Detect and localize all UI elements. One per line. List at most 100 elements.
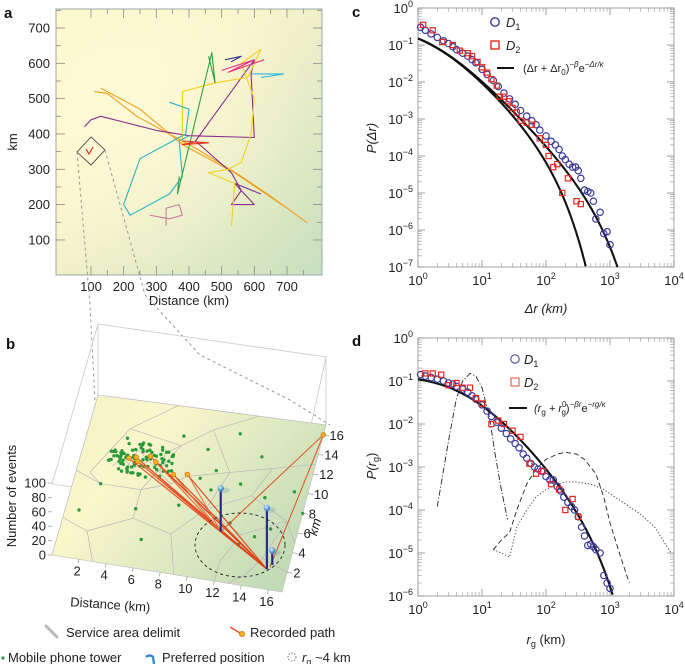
trajectory-red [181, 140, 210, 146]
service-area-delimit [130, 428, 182, 447]
x-tick-mark [267, 589, 269, 594]
data-point-D1 [416, 370, 425, 379]
panel-c-ylabel: P(Δr) [364, 123, 379, 153]
mobile-phone-tower [160, 445, 165, 450]
legend-d2-sub: 2 [515, 45, 520, 55]
service-area-delimit-icon [44, 624, 59, 639]
data-point-D2 [555, 486, 563, 493]
x-tick-label: 101 [472, 600, 491, 617]
data-point-D2 [559, 189, 566, 197]
y-tick-label: 10−6 [388, 587, 413, 604]
recorded-path-segment [269, 434, 324, 568]
data-point-D2 [509, 104, 516, 112]
mobile-phone-tower [109, 449, 114, 453]
x-tick-label-exp: 3 [615, 600, 620, 610]
panel-d-xlabel-sub: g [531, 639, 536, 649]
service-area-delimit [186, 472, 230, 477]
x-tick-label-exp: 4 [679, 271, 684, 281]
data-point-D2 [562, 506, 569, 514]
recorded-path-segment [186, 474, 268, 570]
panel-a-zoom-box [76, 136, 106, 166]
data-point-D2 [478, 64, 486, 71]
y-tick-mark [287, 572, 293, 574]
mobile-phone-tower [167, 450, 171, 454]
y-tick-label-exp: −5 [403, 184, 413, 194]
x-tick-mark [240, 585, 242, 590]
y-tick-label-exp: −4 [403, 501, 413, 511]
fit-d-part1: g [541, 408, 545, 417]
y-tick-label: 8 [309, 506, 316, 521]
service-area-delimit [205, 495, 252, 510]
mobile-phone-tower [148, 443, 153, 447]
data-point-D1 [506, 435, 515, 443]
preferred-position-pin [217, 485, 224, 492]
legend-label-d2: D2 [506, 38, 520, 55]
data-point-D1 [522, 112, 531, 120]
y-tick-label-base: 10 [388, 589, 402, 604]
data-point-D1 [500, 89, 508, 97]
y-tick-label-exp: −1 [403, 36, 413, 46]
legend-rg-r: r [302, 650, 307, 664]
legend-label-service-area: Service area delimit [66, 625, 181, 640]
y-tick-label: 10−1 [388, 372, 413, 389]
y-tick-label-base: 10 [388, 503, 402, 518]
legend-d2-text: D [506, 38, 515, 53]
preferred-position-pin [269, 547, 276, 554]
fit-c-part0: (Δr + Δr [523, 63, 562, 75]
data-point-D2 [453, 379, 460, 387]
panel-label-b: b [6, 336, 15, 353]
data-point-D2 [459, 384, 466, 391]
x-tick-mark [131, 567, 134, 572]
x-tick-label-exp: 1 [487, 271, 492, 281]
data-point-D2 [542, 141, 550, 149]
service-area-delimit [227, 575, 245, 584]
data-point-D2 [419, 21, 427, 29]
y-tick-label: 10−5 [388, 544, 413, 561]
mobile-phone-tower [238, 432, 242, 436]
mobile-phone-tower [166, 469, 171, 473]
y-tick-label-base: 10 [388, 260, 402, 275]
y-tick-label-exp: 0 [408, 0, 413, 9]
recorded-path-point [184, 471, 190, 478]
y-tick-label-base: 10 [388, 374, 402, 389]
service-area-delimit [181, 429, 214, 447]
panel-c-xlabel: Δr (km) [524, 301, 568, 316]
data-point-D1 [603, 227, 611, 236]
y-tick-label: 10−2 [388, 73, 413, 90]
mobile-phone-tower [106, 458, 111, 462]
mobile-phone-tower [161, 448, 165, 452]
fit-c-part5: −Δr/κ [585, 60, 605, 69]
service-area-delimit [132, 489, 142, 519]
service-area-delimits [62, 405, 316, 584]
y-tick-label: 16 [329, 428, 343, 443]
data-point-D1 [591, 215, 600, 223]
recorded-path-point [135, 458, 141, 465]
x-tick-label-base: 10 [600, 602, 614, 617]
data-point-D2 [422, 370, 429, 377]
data-point-D1 [433, 33, 442, 42]
fit-d-part5: ) [566, 403, 570, 415]
legend-d1-text: D [524, 352, 533, 367]
recorded-path-segment [129, 458, 222, 532]
service-area-delimit [240, 520, 287, 536]
trajectory-pink [149, 204, 183, 226]
service-area-delimit [286, 521, 296, 544]
panel-c-legend: D1 D2 (Δr + Δr0)−βe−Δr/κ [490, 15, 605, 77]
legend-label-fit-c: (Δr + Δr0)−βe−Δr/κ [523, 60, 605, 77]
legend-label-d2: D2 [524, 375, 538, 392]
y-tick-label: 100 [28, 232, 50, 247]
legend-d1-sub: 1 [515, 22, 520, 32]
x-tick-label-base: 10 [472, 273, 486, 288]
data-point-D1 [452, 45, 461, 54]
y-tick-mark [323, 434, 329, 436]
z-tick-label: 20 [32, 533, 46, 548]
data-point-D1 [487, 412, 496, 421]
y-tick-mark [318, 454, 324, 456]
mobile-phone-tower [98, 482, 103, 486]
data-point-D1 [589, 197, 598, 206]
y-tick-label-exp: −7 [403, 258, 413, 268]
service-area-delimit [89, 472, 101, 484]
x-tick-label: 8 [155, 576, 162, 591]
data-point-D2 [532, 470, 540, 477]
